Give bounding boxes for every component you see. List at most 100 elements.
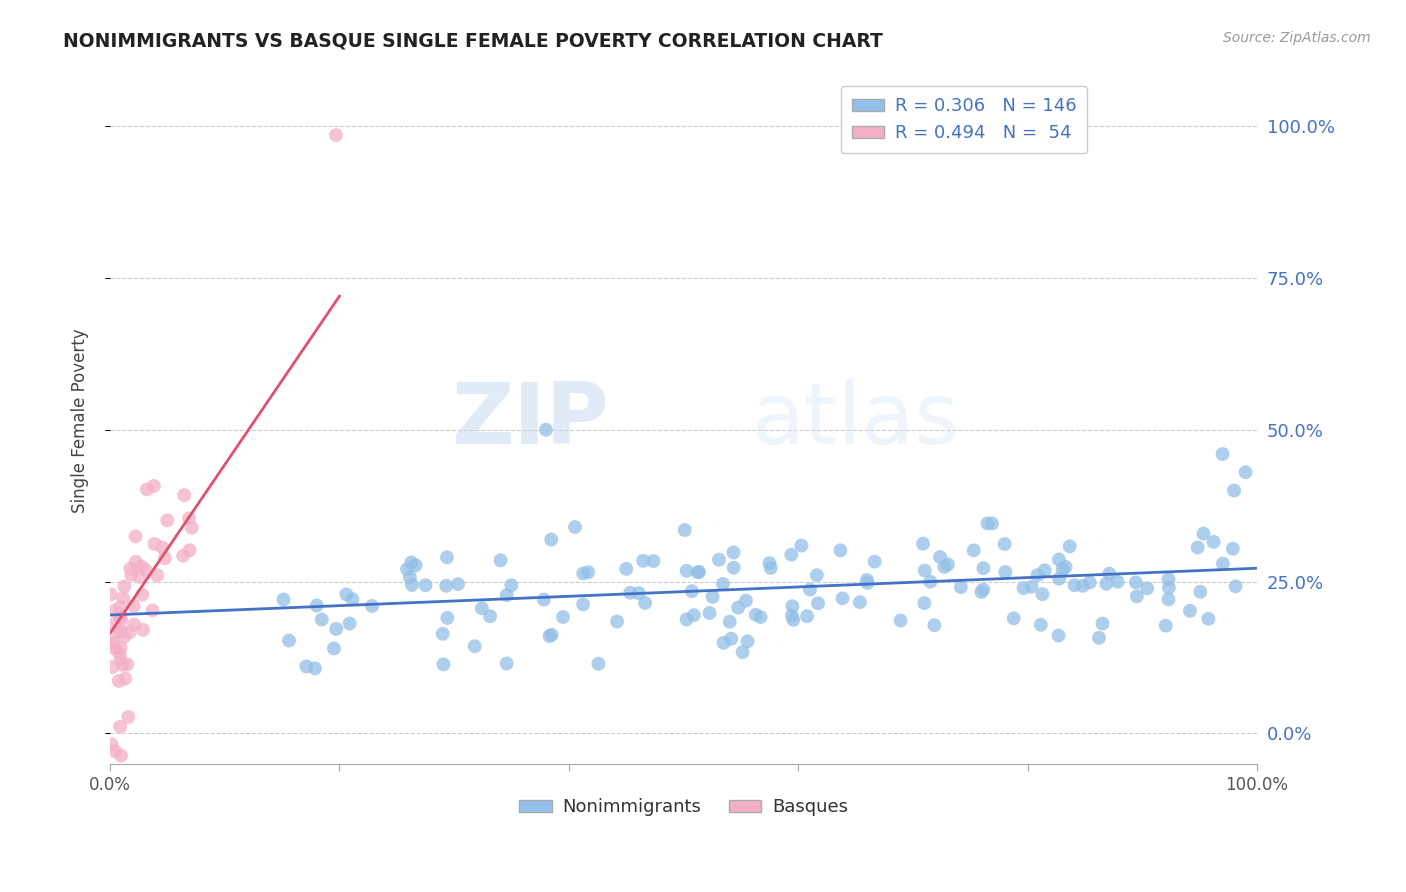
Point	[156, 513, 179, 527]
Point	[339, 616, 361, 631]
Point	[110, 599, 132, 614]
Point	[1047, 552, 1070, 566]
Point	[180, 521, 202, 535]
Point	[146, 568, 169, 582]
Point	[924, 618, 946, 632]
Point	[401, 556, 423, 570]
Point	[1202, 534, 1225, 549]
Point	[929, 549, 952, 564]
Point	[572, 566, 595, 581]
Legend: Nonimmigrants, Basques: Nonimmigrants, Basques	[512, 791, 855, 823]
Text: NONIMMIGRANTS VS BASQUE SINGLE FEMALE POVERTY CORRELATION CHART: NONIMMIGRANTS VS BASQUE SINGLE FEMALE PO…	[63, 31, 883, 50]
Point	[1234, 465, 1257, 479]
Point	[911, 537, 934, 551]
Point	[976, 516, 998, 531]
Point	[434, 579, 457, 593]
Point	[117, 710, 139, 724]
Point	[305, 599, 328, 613]
Text: ZIP: ZIP	[451, 379, 609, 462]
Point	[711, 577, 734, 591]
Point	[415, 578, 437, 592]
Point	[325, 622, 347, 636]
Point	[110, 651, 132, 665]
Point	[1063, 578, 1085, 592]
Point	[914, 564, 936, 578]
Point	[856, 573, 879, 587]
Point	[110, 748, 132, 763]
Point	[790, 539, 813, 553]
Point	[912, 596, 935, 610]
Point	[120, 562, 142, 576]
Point	[572, 597, 595, 611]
Point	[849, 595, 872, 609]
Point	[479, 609, 502, 624]
Point	[627, 586, 650, 600]
Point	[335, 587, 357, 601]
Point	[614, 562, 637, 576]
Point	[920, 574, 942, 589]
Point	[735, 593, 758, 607]
Point	[399, 570, 422, 584]
Point	[723, 545, 745, 559]
Point	[1047, 572, 1070, 586]
Point	[759, 561, 782, 575]
Point	[152, 541, 174, 555]
Point	[100, 635, 122, 649]
Point	[782, 613, 804, 627]
Point	[564, 520, 586, 534]
Point	[122, 617, 145, 632]
Point	[108, 647, 131, 661]
Point	[1212, 557, 1234, 571]
Point	[1002, 611, 1025, 625]
Point	[104, 641, 127, 656]
Point	[436, 611, 458, 625]
Point	[471, 601, 494, 615]
Point	[831, 591, 853, 606]
Point	[447, 577, 470, 591]
Point	[972, 582, 994, 597]
Point	[131, 559, 153, 574]
Point	[963, 543, 986, 558]
Point	[114, 579, 136, 593]
Point	[100, 587, 122, 601]
Point	[540, 533, 562, 547]
Point	[278, 633, 301, 648]
Point	[1125, 575, 1147, 590]
Point	[122, 599, 145, 613]
Point	[501, 578, 523, 592]
Point	[311, 613, 333, 627]
Point	[1157, 572, 1180, 586]
Point	[745, 607, 768, 622]
Point	[1026, 568, 1049, 582]
Point	[110, 611, 132, 625]
Point	[972, 561, 994, 575]
Point	[707, 552, 730, 566]
Point	[153, 551, 176, 566]
Point	[111, 657, 134, 672]
Point	[120, 567, 142, 582]
Point	[1126, 589, 1149, 603]
Point	[675, 564, 697, 578]
Point	[128, 570, 150, 584]
Point	[273, 592, 295, 607]
Point	[970, 585, 993, 599]
Point	[1222, 541, 1244, 556]
Point	[675, 612, 697, 626]
Point	[1189, 584, 1212, 599]
Point	[673, 523, 696, 537]
Point	[177, 511, 200, 525]
Point	[606, 615, 628, 629]
Point	[322, 641, 344, 656]
Point	[110, 640, 132, 655]
Point	[1029, 617, 1052, 632]
Point	[981, 516, 1004, 531]
Point	[856, 576, 879, 591]
Point	[134, 563, 156, 577]
Point	[141, 603, 163, 617]
Point	[588, 657, 610, 671]
Point	[806, 568, 828, 582]
Point	[118, 625, 141, 640]
Point	[1223, 483, 1246, 498]
Point	[718, 615, 741, 629]
Point	[1054, 560, 1077, 574]
